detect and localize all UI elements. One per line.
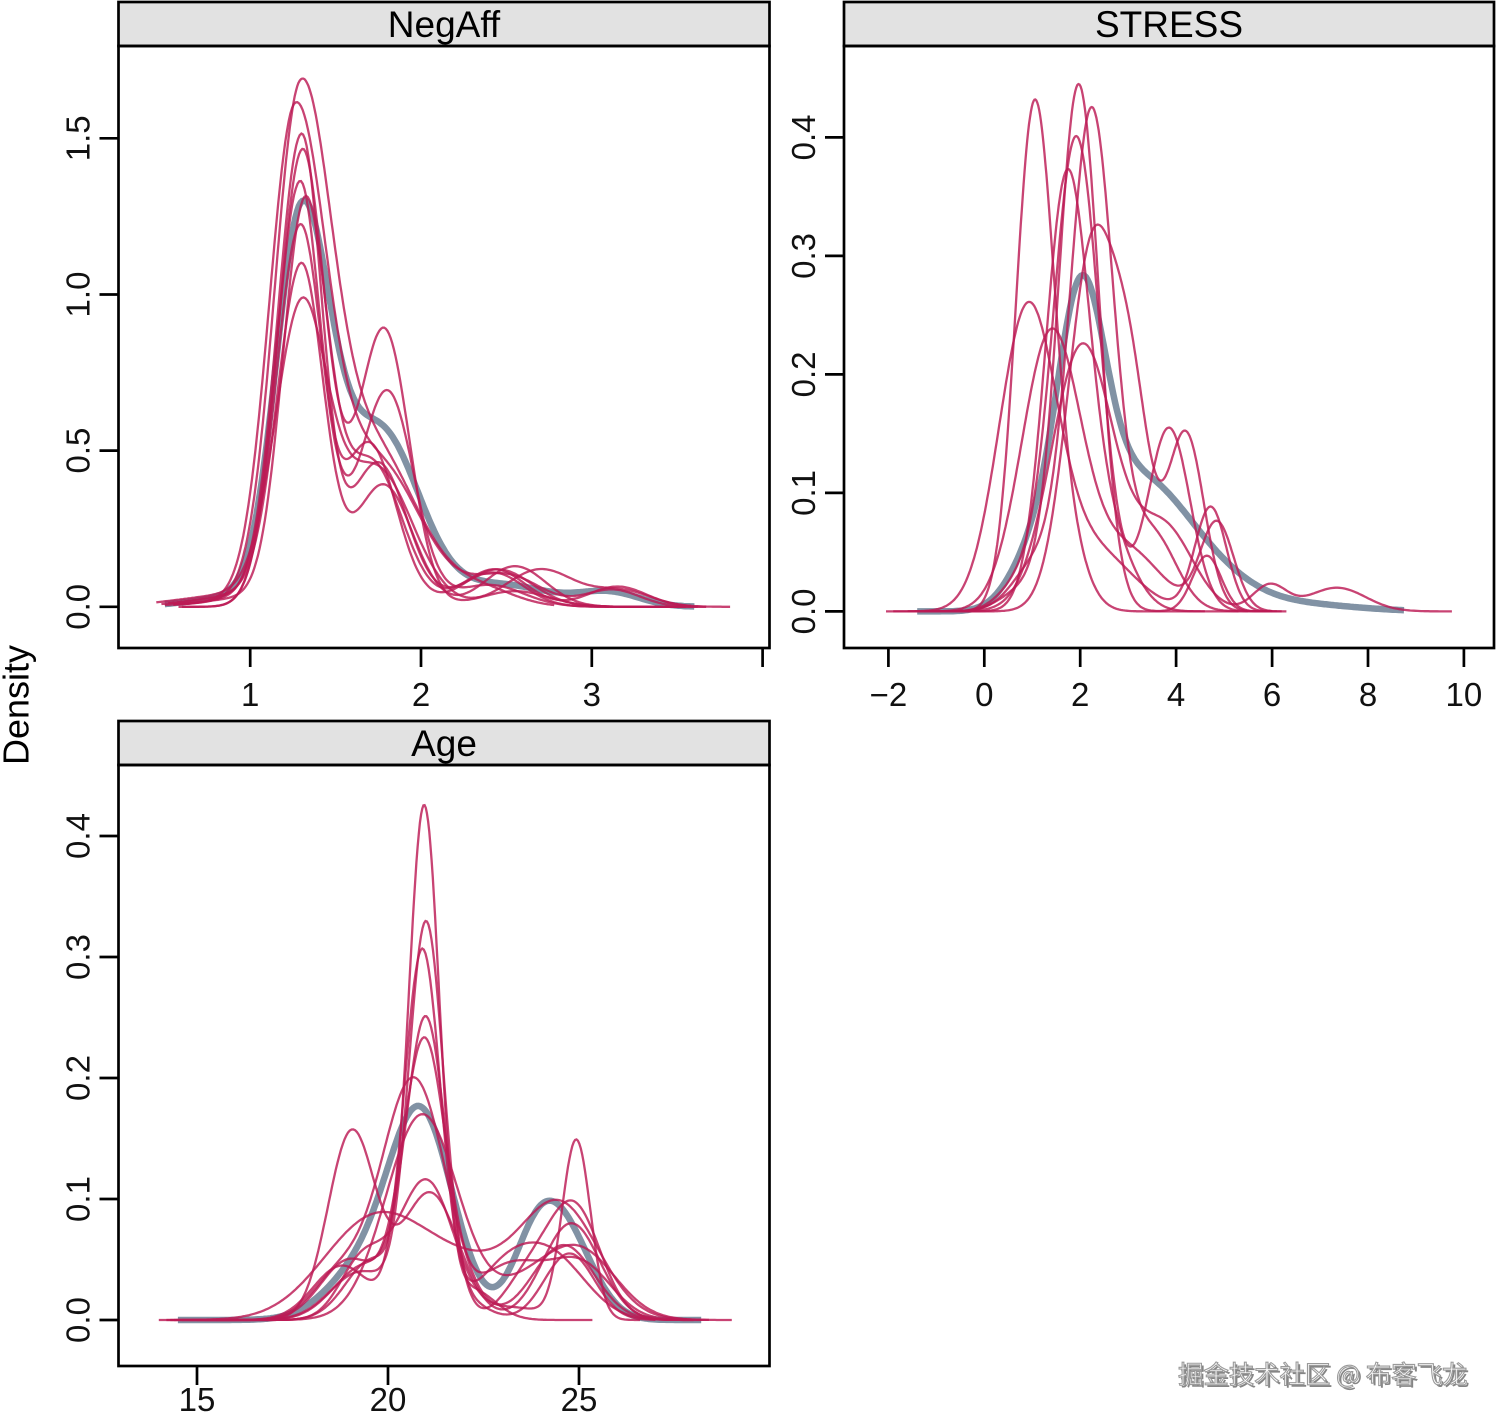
svg-text:0: 0 xyxy=(975,676,993,713)
svg-text:0.1: 0.1 xyxy=(785,470,822,516)
svg-text:0.3: 0.3 xyxy=(785,233,822,279)
svg-text:0.4: 0.4 xyxy=(785,114,822,160)
svg-text:1.5: 1.5 xyxy=(60,115,97,161)
svg-text:3: 3 xyxy=(583,676,601,713)
svg-text:6: 6 xyxy=(1263,676,1281,713)
svg-text:1: 1 xyxy=(241,676,259,713)
svg-text:1.0: 1.0 xyxy=(60,272,97,318)
svg-text:4: 4 xyxy=(1167,676,1185,713)
svg-text:2: 2 xyxy=(412,676,430,713)
svg-text:20: 20 xyxy=(370,1381,407,1418)
svg-text:STRESS: STRESS xyxy=(1095,4,1243,45)
svg-text:0.0: 0.0 xyxy=(60,584,97,630)
svg-text:−2: −2 xyxy=(870,676,908,713)
svg-text:25: 25 xyxy=(561,1381,598,1418)
svg-text:Age: Age xyxy=(411,723,477,764)
svg-text:10: 10 xyxy=(1446,676,1483,713)
svg-text:0.5: 0.5 xyxy=(60,428,97,474)
svg-text:2: 2 xyxy=(1071,676,1089,713)
svg-text:Density: Density xyxy=(0,645,37,765)
svg-text:0.3: 0.3 xyxy=(60,934,97,980)
svg-text:NegAff: NegAff xyxy=(388,4,501,45)
svg-text:0.0: 0.0 xyxy=(785,588,822,634)
svg-text:15: 15 xyxy=(179,1381,216,1418)
svg-text:0.0: 0.0 xyxy=(60,1297,97,1343)
svg-text:0.1: 0.1 xyxy=(60,1176,97,1222)
svg-text:0.2: 0.2 xyxy=(60,1055,97,1101)
svg-text:8: 8 xyxy=(1359,676,1377,713)
svg-text:0.4: 0.4 xyxy=(60,813,97,859)
svg-text:0.2: 0.2 xyxy=(785,351,822,397)
